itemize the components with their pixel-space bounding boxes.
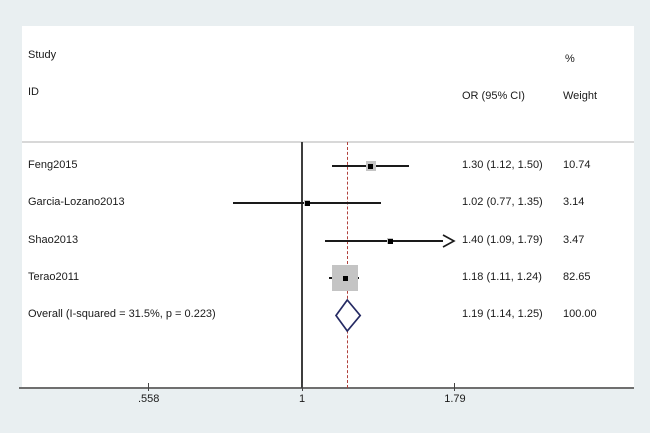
plot-panel [22,26,634,388]
or-value: 1.18 (1.11, 1.24) [462,271,542,283]
x-axis-line [19,387,634,389]
ci-clipped-arrow-icon [442,234,456,248]
study-label: Shao2013 [28,234,79,246]
column-header-or-ci: OR (95% CI) [462,90,525,102]
effect-marker [342,275,348,281]
weight-value: 3.47 [563,234,585,246]
column-header-weight: Weight [563,90,598,102]
effect-marker [368,163,374,169]
overall-diamond [335,298,362,332]
or-value: 1.30 (1.12, 1.50) [462,159,543,171]
x-axis-tick-label: 1.79 [444,393,466,405]
study-label: Terao2011 [28,271,80,283]
weight-value: 100.00 [563,308,597,320]
x-axis-tick [454,383,456,391]
overall-label: Overall (I-squared = 31.5%, p = 0.223) [28,308,216,320]
reference-line [301,142,303,388]
column-header-percent: % [565,53,575,65]
or-value: 1.19 (1.14, 1.25) [462,308,543,320]
column-header-study: Study [28,49,57,61]
column-header-id: ID [28,86,39,98]
header-separator [22,141,634,143]
ci-line [324,240,443,242]
study-label: Feng2015 [28,159,78,171]
or-value: 1.02 (0.77, 1.35) [462,196,543,208]
study-label: Garcia-Lozano2013 [28,196,125,208]
x-axis-tick-label: 1 [298,393,306,405]
or-value: 1.40 (1.09, 1.79) [462,234,543,246]
effect-marker [304,200,310,206]
weight-value: 10.74 [563,159,591,171]
weight-value: 82.65 [563,271,591,283]
effect-marker [387,238,393,244]
x-axis-tick [148,383,150,391]
x-axis-tick-label: .558 [137,393,160,405]
weight-value: 3.14 [563,196,585,208]
x-axis-tick [301,383,303,391]
